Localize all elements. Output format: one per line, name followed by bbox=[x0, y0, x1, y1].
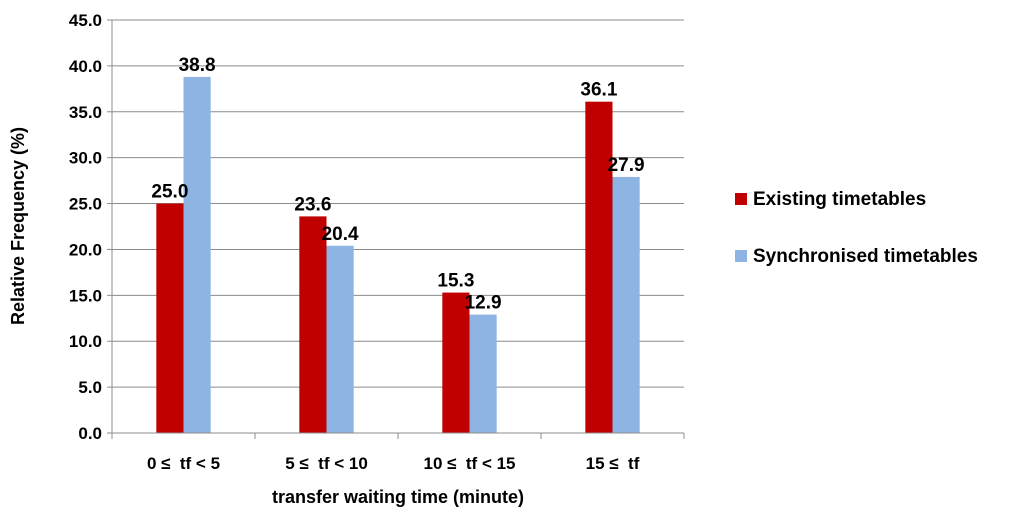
data-label: 23.6 bbox=[294, 194, 331, 215]
legend-label: Synchronised timetables bbox=[753, 246, 978, 267]
x-tick-label: 15 ≤ tf bbox=[586, 454, 640, 473]
y-tick-label: 45.0 bbox=[69, 11, 102, 30]
y-tick-label: 20.0 bbox=[69, 240, 102, 259]
y-tick-label: 0.0 bbox=[78, 424, 102, 443]
y-axis-title: Relative Frequency (%) bbox=[8, 127, 28, 325]
data-label: 38.8 bbox=[179, 55, 216, 76]
bar-existing bbox=[299, 216, 327, 433]
data-label: 27.9 bbox=[608, 155, 645, 176]
data-label: 20.4 bbox=[322, 224, 359, 245]
y-tick-label: 10.0 bbox=[69, 332, 102, 351]
legend-label: Existing timetables bbox=[753, 189, 926, 210]
y-tick-label: 40.0 bbox=[69, 57, 102, 76]
axes bbox=[107, 19, 685, 439]
bar-existing bbox=[442, 292, 470, 433]
y-tick-label: 15.0 bbox=[69, 286, 102, 305]
legend-swatch bbox=[735, 193, 747, 205]
y-tick-label: 25.0 bbox=[69, 195, 102, 214]
data-labels: 25.0 38.8 23.6 20.4 15.312.9 36.1 27.9 bbox=[151, 55, 644, 314]
bars bbox=[156, 76, 640, 433]
x-tick-label: 0 ≤ tf < 5 bbox=[147, 454, 220, 473]
y-tick-label: 5.0 bbox=[78, 378, 102, 397]
y-tick-label: 35.0 bbox=[69, 103, 102, 122]
bar-existing bbox=[585, 101, 613, 433]
data-label: 25.0 bbox=[151, 182, 188, 203]
y-tick-label: 30.0 bbox=[69, 149, 102, 168]
legend-swatch bbox=[735, 250, 747, 262]
x-tick-labels: 0 ≤ tf < 5 5 ≤ tf < 10 10 ≤ tf < 15 15 ≤ tf bbox=[147, 454, 640, 473]
bar-synchronised bbox=[183, 76, 211, 433]
legend: Existing timetables Synchronised timetabl… bbox=[735, 189, 978, 267]
bar-existing bbox=[156, 203, 184, 433]
data-label: 15.3 bbox=[437, 271, 474, 292]
x-axis-title: transfer waiting time (minute) bbox=[272, 487, 524, 507]
data-label: 12.9 bbox=[465, 293, 502, 314]
bar-synchronised bbox=[326, 245, 354, 433]
x-tick-label: 10 ≤ tf < 15 bbox=[423, 454, 515, 473]
bar-synchronised bbox=[469, 314, 497, 433]
data-label: 36.1 bbox=[580, 80, 617, 101]
y-tick-labels: 0.0 5.0 10.0 15.0 20.0 25.0 30.0 35.0 40.0 45.0 bbox=[69, 11, 102, 443]
x-tick-label: 5 ≤ tf < 10 bbox=[285, 454, 368, 473]
bar-synchronised bbox=[612, 176, 640, 433]
